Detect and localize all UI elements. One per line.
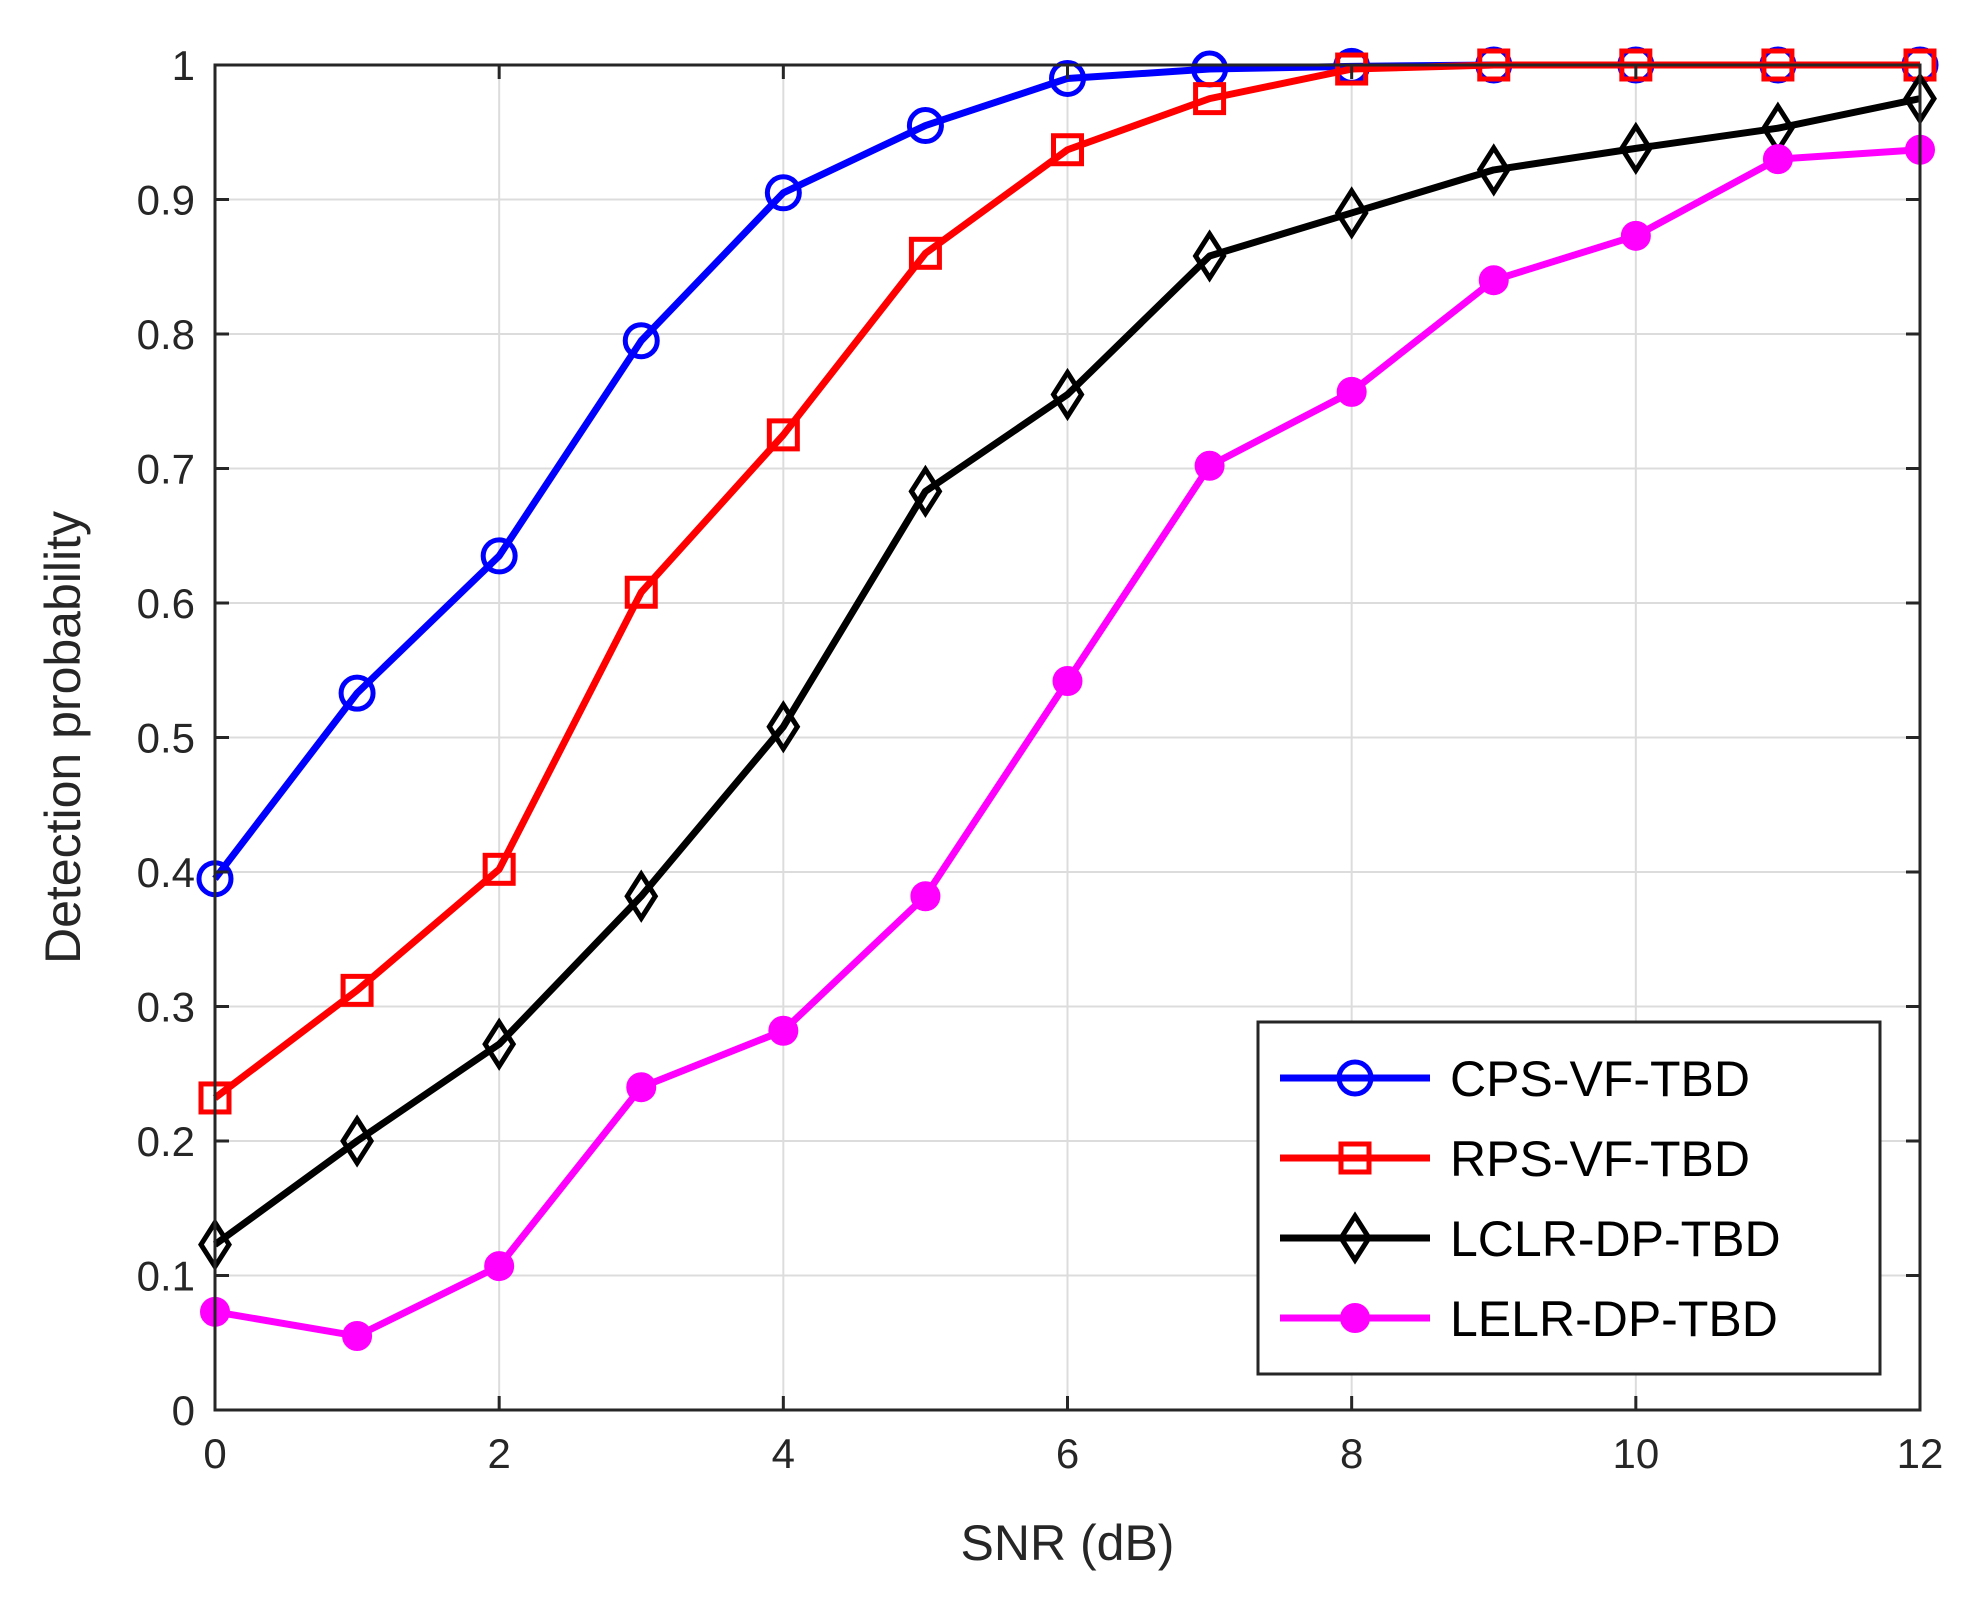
x-tick-label: 10 xyxy=(1612,1430,1659,1477)
data-point xyxy=(1049,59,1086,97)
legend-label: RPS-VF-TBD xyxy=(1450,1131,1750,1187)
x-tick-label: 6 xyxy=(1056,1430,1079,1477)
data-point xyxy=(1050,367,1085,422)
data-point xyxy=(624,869,659,923)
y-tick-label: 0.5 xyxy=(137,715,195,762)
data-point xyxy=(1193,82,1227,116)
legend: CPS-VF-TBD RPS-VF-TBD LCLR-DP-TBD LELR-DP-T… xyxy=(1256,1020,1882,1376)
series-LELR-DP-TBD xyxy=(200,134,1935,1352)
x-axis-title: SNR (dB) xyxy=(961,1515,1175,1571)
data-point xyxy=(338,674,376,712)
x-tick-label: 2 xyxy=(487,1430,510,1477)
x-tick-label: 8 xyxy=(1340,1430,1363,1477)
data-point xyxy=(908,236,942,270)
data-point xyxy=(1336,376,1367,407)
y-tick-label: 0.8 xyxy=(137,311,195,358)
legend-label: LCLR-DP-TBD xyxy=(1450,1211,1781,1267)
y-tick-label: 0.2 xyxy=(137,1118,195,1165)
data-point xyxy=(1476,143,1511,197)
x-tick-label: 12 xyxy=(1897,1430,1944,1477)
data-point xyxy=(768,1015,799,1046)
data-point xyxy=(1478,265,1509,296)
y-tick-label: 0.4 xyxy=(137,849,195,896)
data-point xyxy=(1052,666,1083,697)
data-point xyxy=(766,418,800,452)
data-point xyxy=(910,881,941,912)
data-point xyxy=(908,464,943,519)
data-point xyxy=(906,107,944,145)
y-tick-label: 0.1 xyxy=(137,1253,195,1300)
y-tick-label: 0.9 xyxy=(137,177,195,224)
data-point xyxy=(1192,229,1227,283)
data-point xyxy=(766,700,801,754)
legend-label: LELR-DP-TBD xyxy=(1450,1291,1778,1347)
data-point xyxy=(1335,52,1369,86)
data-point xyxy=(1194,450,1225,481)
legend-marker xyxy=(1340,1303,1370,1333)
data-point xyxy=(1620,220,1651,251)
x-tick-label: 0 xyxy=(203,1430,226,1477)
y-tick-label: 1 xyxy=(172,42,195,89)
data-point xyxy=(340,973,374,1007)
data-point xyxy=(622,322,660,360)
legend-marker xyxy=(1336,1059,1374,1097)
series-LCLR-DP-TBD xyxy=(198,71,1937,1272)
legend-label: CPS-VF-TBD xyxy=(1450,1051,1750,1107)
legend-marker xyxy=(1338,1211,1372,1265)
y-tick-label: 0.6 xyxy=(137,580,195,627)
y-tick-label: 0.3 xyxy=(137,984,195,1031)
axis-ticks: 0 2 4 6 8 10 12 0 0.1 0.2 0.3 0.4 0.5 0.6 0.7 0.8 0.9 1 xyxy=(137,42,1944,1477)
data-point xyxy=(764,174,802,212)
x-tick-label: 4 xyxy=(772,1430,795,1477)
data-point xyxy=(1051,133,1084,167)
data-point xyxy=(484,1251,515,1282)
data-point xyxy=(482,1017,517,1071)
series-line xyxy=(212,95,1921,1248)
data-point xyxy=(1762,144,1793,175)
y-tick-label: 0 xyxy=(172,1387,195,1434)
data-point xyxy=(1618,121,1653,176)
data-point xyxy=(482,852,516,886)
data-point xyxy=(480,537,518,575)
data-point xyxy=(340,1114,375,1168)
data-point xyxy=(624,575,658,609)
y-tick-label: 0.7 xyxy=(137,446,195,493)
y-axis-title: Detection probability xyxy=(35,511,91,964)
data-point xyxy=(1334,186,1369,240)
data-point xyxy=(342,1321,373,1352)
data-point xyxy=(626,1072,657,1103)
legend-marker xyxy=(1338,1141,1372,1175)
